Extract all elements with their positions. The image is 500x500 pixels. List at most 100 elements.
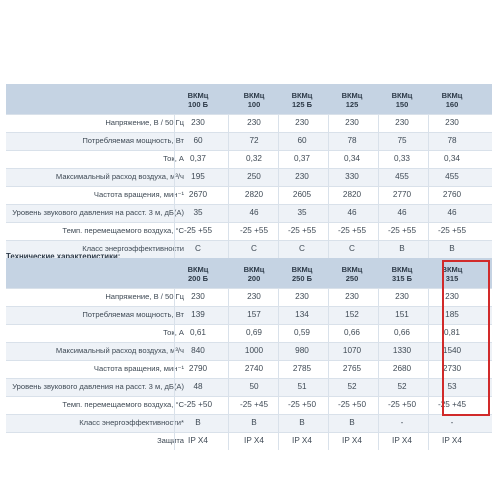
cell-value: 2670 <box>188 190 208 199</box>
cell-value: 78 <box>347 136 357 145</box>
cell-value: 46 <box>249 208 259 217</box>
cell-value: -25 +45 <box>438 400 466 409</box>
model-name: ВКМц <box>341 265 363 274</box>
cell-value: 230 <box>345 292 359 301</box>
cell-value: -25 +50 <box>288 400 316 409</box>
cell-value: 0,66 <box>394 328 410 337</box>
table-row: Потребляемая мощность, Вт 60 72 60 78 75 78 <box>6 132 492 151</box>
cell-value: 2680 <box>392 364 412 373</box>
model-header: ВКМц 150 <box>380 91 424 109</box>
cell-value: 1070 <box>342 346 362 355</box>
column-divider <box>378 114 379 276</box>
cell-value: 230 <box>445 292 459 301</box>
row-label: Максимальный расход воздуха, м³/ч <box>55 346 184 355</box>
cell-value: C <box>349 244 355 253</box>
cell-value: 2605 <box>292 190 312 199</box>
cell-value: 157 <box>247 310 261 319</box>
table-row: Класс энергоэффективности C C C C B B <box>6 240 492 259</box>
row-label: Темп. перемещаемого воздуха, °C <box>62 400 184 409</box>
cell-value: 72 <box>249 136 259 145</box>
row-label: Защита <box>157 436 184 445</box>
cell-value: 230 <box>247 292 261 301</box>
model-name: ВКМц <box>291 265 313 274</box>
cell-value: IP X4 <box>188 436 208 445</box>
column-divider <box>428 288 429 450</box>
cell-value: 139 <box>191 310 205 319</box>
cell-value: 195 <box>191 172 205 181</box>
row-label: Уровень звукового давления на расст. 3 м… <box>12 208 184 217</box>
cell-value: IP X4 <box>244 436 264 445</box>
model-size: 125 <box>345 99 359 109</box>
cell-value: 2765 <box>342 364 362 373</box>
model-name: ВКМц <box>391 265 413 274</box>
table-header: ВКМц 100 Б ВКМц 100 ВКМц 125 Б ВКМц 125 ВКМц 150 В… <box>6 84 492 114</box>
model-size: 250 <box>345 273 359 283</box>
cell-value: 230 <box>445 118 459 127</box>
row-label: Ток, А <box>163 154 184 163</box>
row-label: Частота вращения, мин⁻¹ <box>93 364 184 373</box>
cell-value: B <box>195 418 201 427</box>
cell-value: 2770 <box>392 190 412 199</box>
cell-value: 2740 <box>244 364 264 373</box>
cell-value: 50 <box>249 382 259 391</box>
column-divider <box>428 114 429 276</box>
table-row: Ток, А 0,61 0,69 0,59 0,66 0,66 0,81 <box>6 324 492 343</box>
section-title: Технические характеристики: <box>6 252 121 261</box>
cell-value: 0,37 <box>294 154 310 163</box>
cell-value: 0,81 <box>444 328 460 337</box>
model-header: ВКМц 200 <box>232 265 276 283</box>
cell-value: C <box>299 244 305 253</box>
model-size: 150 <box>395 99 409 109</box>
highlight-box-315 <box>442 260 490 416</box>
cell-value: 53 <box>447 382 457 391</box>
cell-value: 0,33 <box>394 154 410 163</box>
row-label: Класс энергоэффективности* <box>79 418 184 427</box>
model-header: ВКМц 100 Б <box>176 91 220 109</box>
cell-value: B <box>399 244 405 253</box>
cell-value: 2820 <box>342 190 362 199</box>
column-divider <box>328 288 329 450</box>
cell-value: 230 <box>395 292 409 301</box>
cell-value: IP X4 <box>342 436 362 445</box>
cell-value: B <box>251 418 257 427</box>
model-header: ВКМц 200 Б <box>176 265 220 283</box>
cell-value: 0,32 <box>246 154 262 163</box>
model-header: ВКМц 315 <box>430 265 474 283</box>
model-header: ВКМц 250 Б <box>280 265 324 283</box>
cell-value: C <box>195 244 201 253</box>
model-header: ВКМц 100 <box>232 91 276 109</box>
cell-value: 330 <box>345 172 359 181</box>
column-divider <box>228 114 229 276</box>
table-row: Класс энергоэффективности* B B B B - - <box>6 414 492 433</box>
cell-value: 0,37 <box>190 154 206 163</box>
table-row: Ток, А 0,37 0,32 0,37 0,34 0,33 0,34 <box>6 150 492 169</box>
cell-value: 75 <box>397 136 407 145</box>
cell-value: 151 <box>395 310 409 319</box>
column-divider <box>174 288 175 450</box>
row-label: Потребляемая мощность, Вт <box>82 310 184 319</box>
cell-value: 980 <box>295 346 309 355</box>
cell-value: -25 +55 <box>240 226 268 235</box>
cell-value: -25 +55 <box>388 226 416 235</box>
cell-value: 230 <box>295 118 309 127</box>
cell-value: 840 <box>191 346 205 355</box>
cell-value: B <box>349 418 355 427</box>
cell-value: 35 <box>193 208 203 217</box>
cell-value: -25 +50 <box>388 400 416 409</box>
model-header: ВКМц 250 <box>330 265 374 283</box>
column-divider <box>328 114 329 276</box>
column-divider <box>278 114 279 276</box>
cell-value: 0,34 <box>344 154 360 163</box>
row-label: Уровень звукового давления на расст. 3 м… <box>12 382 184 391</box>
cell-value: 1540 <box>442 346 462 355</box>
model-size: 125 Б <box>292 99 312 109</box>
model-header: ВКМц 160 <box>430 91 474 109</box>
table-row: Потребляемая мощность, Вт 139 157 134 152 151… <box>6 306 492 325</box>
cell-value: 60 <box>297 136 307 145</box>
cell-value: 152 <box>345 310 359 319</box>
cell-value: 46 <box>397 208 407 217</box>
cell-value: 230 <box>345 118 359 127</box>
table-row: Уровень звукового давления на расст. 3 м… <box>6 204 492 223</box>
cell-value: 455 <box>445 172 459 181</box>
cell-value: 2730 <box>442 364 462 373</box>
